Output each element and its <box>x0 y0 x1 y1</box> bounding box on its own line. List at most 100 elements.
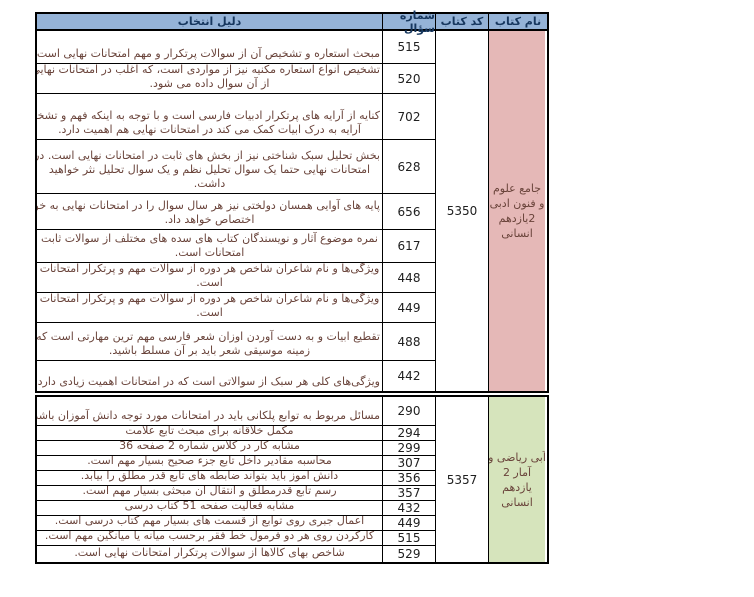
header-cell-reason[interactable]: دلیل انتخاب <box>37 14 383 29</box>
book-name-cell[interactable]: جامع علوم و فنون ادبی 2یازدهم انسانی <box>489 31 545 391</box>
reason-text-line: ویژگی‌ها و نام شاعران شاخص هر دوره از سو… <box>39 263 380 275</box>
reason-cell[interactable]: ویژگی‌های کلی هر سبک از سوالاتی است که د… <box>37 361 383 391</box>
book-code-cell[interactable]: 5357 <box>436 397 489 562</box>
book-name-line: انسانی <box>501 495 533 509</box>
book-name-line: آبی ریاضی و <box>489 450 545 464</box>
table-row: ویژگی‌ها و نام شاعران شاخص هر دوره از سو… <box>37 263 436 293</box>
reason-text-line: کارکردن روی هر دو فرمول خط فقر برحسب میا… <box>44 531 375 542</box>
table-row: دانش آموز باید بتواند ضابطه های تابع قدر… <box>37 471 436 486</box>
reason-cell[interactable]: تشخیص انواع استعاره مکنیه نیز از مواردی … <box>37 64 383 93</box>
reason-text-line: تشخیص انواع استعاره مکنیه نیز از مواردی … <box>37 64 380 76</box>
reason-text-line: نمره موضوع آثار و نویسندگان کتاب های سده… <box>41 232 378 245</box>
question-number-cell[interactable]: 488 <box>383 323 436 360</box>
table-row: پایه های آوایی همسان دولختی نیز هر سال س… <box>37 194 436 230</box>
reason-text-line: دانش آموز باید بتواند ضابطه های تابع قدر… <box>80 471 339 482</box>
question-number-cell[interactable]: 449 <box>383 516 436 530</box>
header-cell-book-name[interactable]: نام کتاب <box>494 15 542 28</box>
book-name-cell[interactable]: آبی ریاضی و آمار 2 یازدهم انسانی <box>489 397 545 562</box>
table-row: اعمال جبری روی توابع از قسمت های بسیار م… <box>37 516 436 531</box>
reason-cell[interactable]: مشابه فعالیت صفحه 51 کتاب درسی <box>37 501 383 515</box>
reason-cell[interactable]: تقطیع ابیات و به دست آوردن اوزان شعر فار… <box>37 323 383 360</box>
reason-cell[interactable]: پایه های آوایی همسان دولختی نیز هر سال س… <box>37 194 383 229</box>
reason-cell[interactable]: محاسبه مقادیر داخل تابع جزء صحیح بسیار م… <box>37 456 383 470</box>
question-number-cell[interactable]: 515 <box>383 31 436 63</box>
question-number-cell[interactable]: 656 <box>383 194 436 229</box>
table-section-2: مسائل مربوط به توابع پلکانی باید در امتح… <box>35 395 549 564</box>
reason-text-line: از آن سوال داده می شود. <box>149 77 270 90</box>
question-number-cell[interactable]: 299 <box>383 441 436 455</box>
book-code-cell[interactable]: 5350 <box>436 31 489 391</box>
reason-cell[interactable]: شاخص بهای کالاها از سوالات پرتکرار امتحا… <box>37 546 383 562</box>
reason-text-line: امتحانات نهایی حتما یک سوال تحلیل نظم و … <box>48 163 371 176</box>
question-number-cell[interactable]: 529 <box>383 546 436 562</box>
reason-cell[interactable]: مشابه کار در کلاس شماره 2 صفحه 36 <box>37 441 383 455</box>
table-row: کارکردن روی هر دو فرمول خط فقر برحسب میا… <box>37 531 436 546</box>
question-number-cell[interactable]: 442 <box>383 361 436 391</box>
reason-text-line: ویژگی‌ها و نام شاعران شاخص هر دوره از سو… <box>39 293 380 305</box>
reason-text-line: اعمال جبری روی توابع از قسمت های بسیار م… <box>54 516 365 527</box>
reason-text-line: مشابه کار در کلاس شماره 2 صفحه 36 <box>119 441 300 452</box>
reason-cell[interactable]: کارکردن روی هر دو فرمول خط فقر برحسب میا… <box>37 531 383 545</box>
table-row: مشابه فعالیت صفحه 51 کتاب درسی 432 <box>37 501 436 516</box>
header-cell-book-code[interactable]: کد کتاب <box>436 14 489 29</box>
table-row: تقطیع ابیات و به دست آوردن اوزان شعر فار… <box>37 323 436 361</box>
reason-cell[interactable]: مبحث استعاره و تشخیص آن از سوالات پرتکرا… <box>37 31 383 63</box>
reason-text-line: زمینه موسیقی شعر باید بر آن مسلط باشید. <box>108 344 311 357</box>
question-number-cell[interactable]: 617 <box>383 230 436 262</box>
reason-text-line: تقطیع ابیات و به دست آوردن اوزان شعر فار… <box>37 330 380 343</box>
reason-text-line: رسم تابع قدرمطلق و انتقال آن مبحثی بسیار… <box>82 486 337 497</box>
question-number-cell[interactable]: 294 <box>383 426 436 440</box>
table-row: رسم تابع قدرمطلق و انتقال آن مبحثی بسیار… <box>37 486 436 501</box>
reason-cell[interactable]: ویژگی‌ها و نام شاعران شاخص هر دوره از سو… <box>37 293 383 322</box>
table-row: بخش تحلیل سبک شناختی نیز از بخش های ثابت… <box>37 140 436 194</box>
question-number-cell[interactable]: 702 <box>383 94 436 139</box>
reason-cell[interactable]: نمره موضوع آثار و نویسندگان کتاب های سده… <box>37 230 383 262</box>
question-number-cell[interactable]: 356 <box>383 471 436 485</box>
rows-column: مسائل مربوط به توابع پلکانی باید در امتح… <box>37 397 436 562</box>
header-cell-question-number[interactable]: شماره سؤال <box>383 9 436 35</box>
reason-cell[interactable]: دانش آموز باید بتواند ضابطه های تابع قدر… <box>37 471 383 485</box>
reason-text-line: داشت. <box>193 177 226 190</box>
table-row: مکمل خلاقانه برای مبحث تابع علامت 294 <box>37 426 436 441</box>
book-name-line: انسانی <box>501 227 533 240</box>
reason-cell[interactable]: ویژگی‌ها و نام شاعران شاخص هر دوره از سو… <box>37 263 383 292</box>
table-header-row: دلیل انتخاب شماره سؤال کد کتاب نام کتاب <box>35 9 549 35</box>
reason-text-line: آرایه به درک ابیات کمک می کند در امتحانا… <box>58 123 361 136</box>
table-row: کنایه از آرایه های پرتکرار ادبیات فارسی … <box>37 94 436 140</box>
question-number-cell[interactable]: 290 <box>383 397 436 425</box>
question-number-cell[interactable]: 515 <box>383 531 436 545</box>
table-section-1: مبحث استعاره و تشخیص آن از سوالات پرتکرا… <box>35 31 549 393</box>
question-number-cell[interactable]: 448 <box>383 263 436 292</box>
table-row: مشابه کار در کلاس شماره 2 صفحه 36 299 <box>37 441 436 456</box>
reason-text-line: است. <box>196 276 223 289</box>
reason-cell[interactable]: اعمال جبری روی توابع از قسمت های بسیار م… <box>37 516 383 530</box>
book-name-line: یازدهم <box>502 480 532 494</box>
reason-cell[interactable]: مسائل مربوط به توابع پلکانی باید در امتح… <box>37 397 383 425</box>
reason-text-line: مبحث استعاره و تشخیص آن از سوالات پرتکرا… <box>37 47 380 60</box>
reason-cell[interactable]: بخش تحلیل سبک شناختی نیز از بخش های ثابت… <box>37 140 383 193</box>
reason-text-line: کنایه از آرایه های پرتکرار ادبیات فارسی … <box>37 109 380 122</box>
question-number-cell[interactable]: 432 <box>383 501 436 515</box>
table-row: تشخیص انواع استعاره مکنیه نیز از مواردی … <box>37 64 436 94</box>
question-number-cell[interactable]: 307 <box>383 456 436 470</box>
question-number-cell[interactable]: 449 <box>383 293 436 322</box>
reason-text-line: مشابه فعالیت صفحه 51 کتاب درسی <box>124 501 295 512</box>
reason-cell[interactable]: مکمل خلاقانه برای مبحث تابع علامت <box>37 426 383 440</box>
table-row: ویژگی‌ها و نام شاعران شاخص هر دوره از سو… <box>37 293 436 323</box>
reason-cell[interactable]: کنایه از آرایه های پرتکرار ادبیات فارسی … <box>37 94 383 139</box>
book-name-line: آمار 2 <box>502 465 532 479</box>
reason-text-line: اختصاص خواهد داد. <box>164 213 255 226</box>
table-row: مبحث استعاره و تشخیص آن از سوالات پرتکرا… <box>37 31 436 64</box>
table-row: محاسبه مقادیر داخل تابع جزء صحیح بسیار م… <box>37 456 436 471</box>
question-number-cell[interactable]: 520 <box>383 64 436 93</box>
book-name-line: جامع علوم <box>492 182 542 195</box>
spreadsheet-table: دلیل انتخاب شماره سؤال کد کتاب نام کتاب … <box>35 9 549 564</box>
question-number-cell[interactable]: 628 <box>383 140 436 193</box>
reason-cell[interactable]: رسم تابع قدرمطلق و انتقال آن مبحثی بسیار… <box>37 486 383 500</box>
table-row: نمره موضوع آثار و نویسندگان کتاب های سده… <box>37 230 436 263</box>
question-number-cell[interactable]: 357 <box>383 486 436 500</box>
reason-text-line: بخش تحلیل سبک شناختی نیز از بخش های ثابت… <box>37 149 380 162</box>
table-row: شاخص بهای کالاها از سوالات پرتکرار امتحا… <box>37 546 436 562</box>
reason-text-line: پایه های آوایی همسان دولختی نیز هر سال س… <box>37 199 380 212</box>
reason-text-line: محاسبه مقادیر داخل تابع جزء صحیح بسیار م… <box>87 456 332 467</box>
